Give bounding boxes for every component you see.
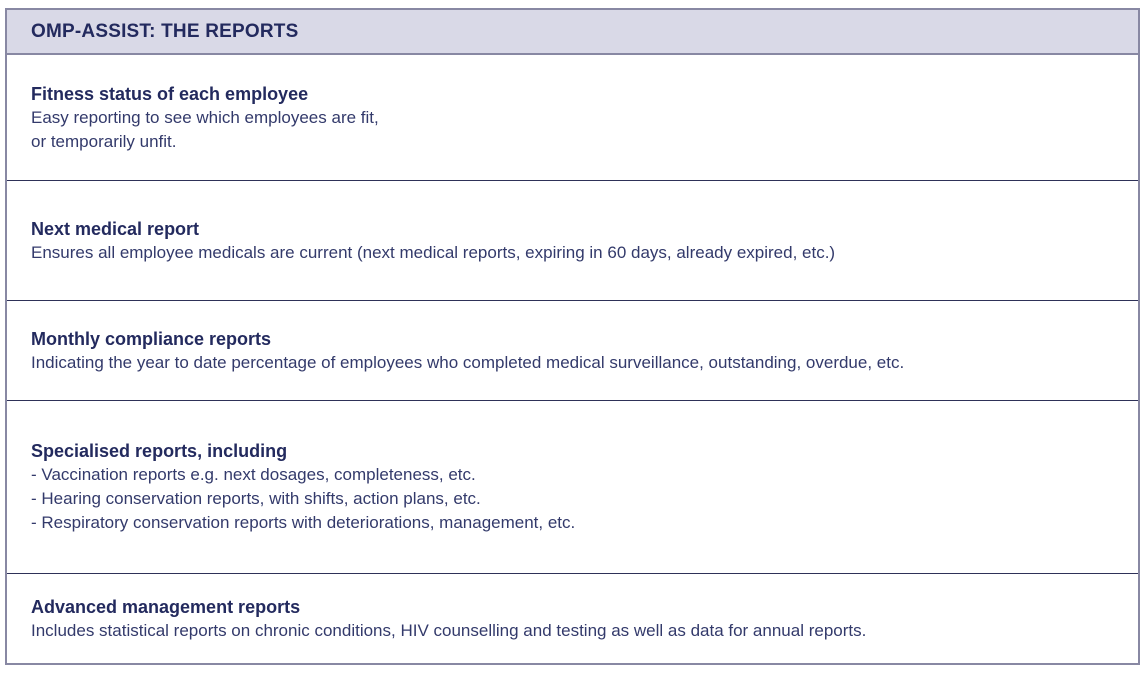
report-row: Fitness status of each employee Easy repo… xyxy=(7,55,1138,180)
report-row-line: Ensures all employee medicals are curren… xyxy=(31,242,836,262)
report-row-line: - Vaccination reports e.g. next dosages,… xyxy=(31,465,476,484)
report-row-line: Easy reporting to see which employees ar… xyxy=(31,107,379,127)
report-row-title: Fitness status of each employee xyxy=(31,83,309,104)
report-row-title: Next medical report xyxy=(31,218,200,239)
report-row: Advanced management reports Includes stat… xyxy=(7,573,1138,663)
report-row-line: - Respiratory conservation reports with … xyxy=(31,513,576,532)
report-row: Monthly compliance reports Indicating the… xyxy=(7,300,1138,400)
table-title: OMP-ASSIST: THE REPORTS xyxy=(31,20,299,42)
report-row-title: Monthly compliance reports xyxy=(31,328,272,349)
report-row: Specialised reports, including - Vaccinat… xyxy=(7,400,1138,573)
report-row-line: - Hearing conservation reports, with shi… xyxy=(31,489,481,508)
report-row-title: Advanced management reports xyxy=(31,596,301,617)
report-row-line: or temporarily unfit. xyxy=(31,131,177,151)
report-row-title: Specialised reports, including xyxy=(31,441,288,461)
table-header: OMP-ASSIST: THE REPORTS xyxy=(7,10,1138,55)
table-body: Fitness status of each employee Easy repo… xyxy=(7,55,1138,663)
report-row-line: Indicating the year to date percentage o… xyxy=(31,352,905,372)
reports-table: OMP-ASSIST: THE REPORTS Fitness status o… xyxy=(5,8,1140,665)
report-row-line: Includes statistical reports on chronic … xyxy=(31,620,867,640)
report-row: Next medical report Ensures all employee … xyxy=(7,180,1138,300)
